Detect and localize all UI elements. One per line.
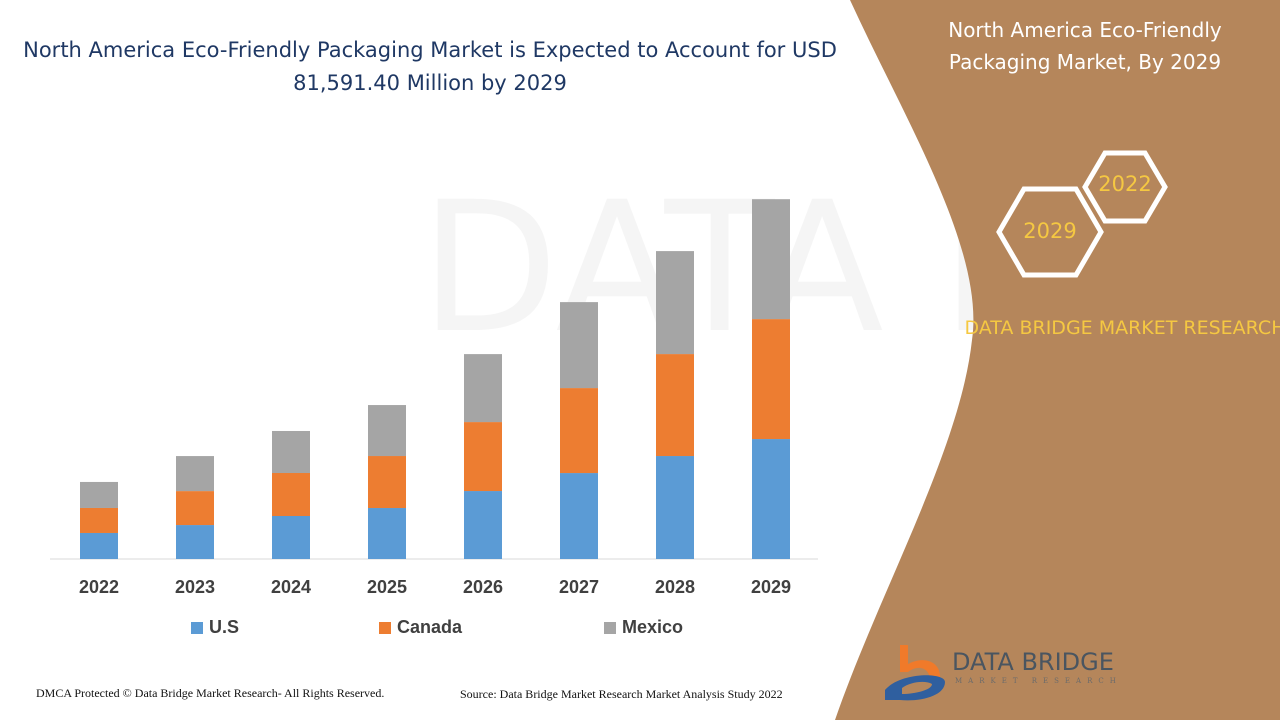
bar-mexico-2025 (368, 405, 406, 457)
footer-source: Source: Data Bridge Market Research Mark… (460, 687, 783, 701)
bar-canada-2028 (656, 354, 694, 457)
bar-mexico-2023 (176, 456, 214, 492)
logo-icon (885, 645, 945, 701)
bar-us-2024 (272, 516, 310, 559)
hexagon-2029 (996, 186, 1104, 278)
legend-label: Mexico (622, 617, 684, 637)
x-tick-label: 2023 (175, 577, 215, 597)
legend-swatch (604, 621, 616, 634)
legend-swatch (191, 621, 203, 634)
footer-copyright: DMCA Protected © Data Bridge Market Rese… (36, 686, 385, 700)
page-title: North America Eco-Friendly Packaging Mar… (23, 38, 837, 95)
bar-mexico-2022 (80, 481, 118, 508)
bar-mexico-2029 (752, 199, 790, 320)
hex-start-label: 2022 (1098, 172, 1152, 196)
bar-us-2025 (368, 508, 406, 559)
panel-title: North America Eco-Friendly Packaging Mar… (948, 18, 1222, 74)
bar-mexico-2026 (464, 354, 502, 423)
logo-text: DATA BRIDGE (952, 648, 1114, 676)
legend-item-mexico: Mexico (604, 617, 683, 638)
hex-end-label: 2029 (1023, 219, 1077, 243)
stacked-bar-chart: 2022 2023 2024 2025 2026 2027 2028 2029 (50, 199, 818, 597)
x-tick-label: 2025 (367, 577, 407, 597)
x-tick-label: 2022 (79, 577, 119, 597)
bar-us-2028 (656, 456, 694, 559)
bar-us-2029 (752, 439, 790, 559)
bar-us-2023 (176, 525, 214, 559)
x-tick-label: 2029 (751, 577, 791, 597)
bar-canada-2023 (176, 491, 214, 526)
bar-canada-2022 (80, 507, 118, 533)
brand-name: DATA BRIDGE MARKET RESEARCH (964, 317, 1280, 339)
logo-subtext: MARKET RESEARCH (955, 677, 1122, 685)
bar-mexico-2024 (272, 430, 310, 474)
bar-canada-2024 (272, 473, 310, 517)
x-tick-label: 2027 (559, 577, 599, 597)
bar-canada-2026 (464, 422, 502, 492)
bar-canada-2025 (368, 456, 406, 509)
bar-canada-2029 (752, 319, 790, 440)
legend-item-canada: Canada (379, 617, 462, 638)
legend-item-us: U.S (191, 617, 239, 638)
x-tick-label: 2028 (655, 577, 695, 597)
x-tick-label: 2024 (271, 577, 311, 597)
legend-label: Canada (397, 617, 463, 637)
legend-label: U.S (209, 617, 240, 637)
bar-mexico-2027 (560, 302, 598, 389)
x-tick-label: 2026 (463, 577, 503, 597)
bar-us-2022 (80, 532, 118, 559)
bar-us-2027 (560, 473, 598, 559)
bar-mexico-2028 (656, 251, 694, 355)
hexagon-2022 (1082, 150, 1168, 224)
bar-canada-2027 (560, 388, 598, 474)
legend-swatch (379, 621, 391, 634)
bar-us-2026 (464, 491, 502, 559)
